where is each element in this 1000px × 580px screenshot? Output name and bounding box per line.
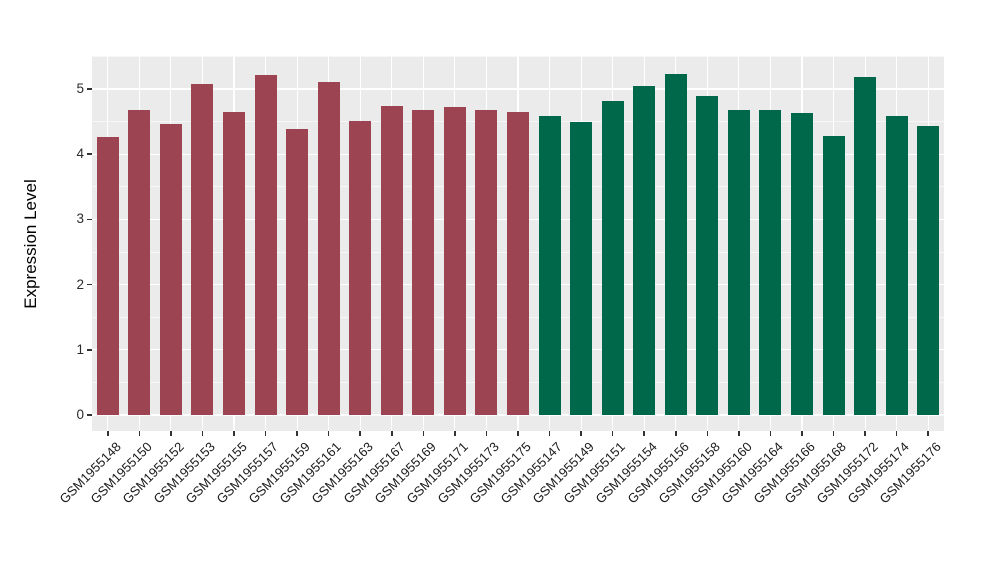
bar xyxy=(317,82,340,415)
y-tick-mark xyxy=(86,283,92,286)
y-tick-mark xyxy=(86,153,92,155)
bar xyxy=(443,107,466,415)
bar xyxy=(885,115,908,415)
bar xyxy=(727,109,750,415)
bar xyxy=(759,109,782,415)
bar xyxy=(507,112,529,415)
bar xyxy=(96,136,119,415)
bar xyxy=(917,126,940,415)
bar xyxy=(854,77,877,415)
bar xyxy=(696,95,719,415)
x-tick-mark xyxy=(454,431,456,436)
y-tick-label: 1 xyxy=(76,341,84,357)
x-tick-mark xyxy=(359,431,362,436)
bar xyxy=(159,124,182,415)
y-tick-mark xyxy=(86,349,92,351)
bar xyxy=(254,75,277,415)
x-tick-mark xyxy=(517,431,519,436)
plot-panel xyxy=(92,56,944,431)
x-tick-mark xyxy=(832,431,835,436)
y-axis-title: Expression Level xyxy=(21,179,40,309)
x-tick-mark xyxy=(485,431,488,436)
y-tick-label: 4 xyxy=(76,146,84,162)
y-tick-mark xyxy=(86,218,92,221)
x-tick-mark xyxy=(390,431,393,436)
x-tick-mark xyxy=(864,431,866,436)
x-tick-mark xyxy=(643,431,646,436)
x-tick-mark xyxy=(769,431,772,436)
bar xyxy=(412,109,435,415)
x-tick-mark xyxy=(138,431,141,436)
y-tick-mark xyxy=(86,414,92,416)
x-tick-mark xyxy=(706,431,709,436)
x-tick-mark xyxy=(895,431,898,436)
y-tick-label: 2 xyxy=(76,276,84,292)
x-tick-mark xyxy=(422,431,425,436)
x-tick-mark xyxy=(674,431,677,436)
bar xyxy=(570,122,593,415)
x-tick-mark xyxy=(738,431,740,436)
bar xyxy=(128,109,151,415)
bar xyxy=(601,100,624,415)
x-tick-mark xyxy=(233,431,235,436)
bar xyxy=(633,85,656,415)
bar xyxy=(475,109,498,415)
x-tick-mark xyxy=(106,431,109,436)
bar xyxy=(380,105,403,415)
x-tick-mark xyxy=(296,431,298,436)
y-tick-label: 3 xyxy=(76,211,84,227)
x-tick-mark xyxy=(170,431,172,436)
bar xyxy=(664,74,687,415)
bar xyxy=(286,128,309,415)
x-tick-mark xyxy=(927,431,930,436)
bar xyxy=(191,83,214,415)
bar xyxy=(349,120,372,415)
x-tick-mark xyxy=(327,431,330,436)
x-tick-mark xyxy=(580,431,582,436)
bar xyxy=(822,135,845,415)
bar xyxy=(538,116,561,415)
x-tick-mark xyxy=(201,431,204,436)
x-tick-mark xyxy=(801,431,803,436)
y-tick-label: 5 xyxy=(76,81,84,96)
bar xyxy=(791,113,813,415)
x-tick-mark xyxy=(548,431,551,436)
bar xyxy=(223,111,245,415)
y-tick-label: 0 xyxy=(76,407,84,422)
y-tick-mark xyxy=(86,88,92,90)
x-tick-mark xyxy=(611,431,614,436)
x-tick-mark xyxy=(264,431,267,436)
